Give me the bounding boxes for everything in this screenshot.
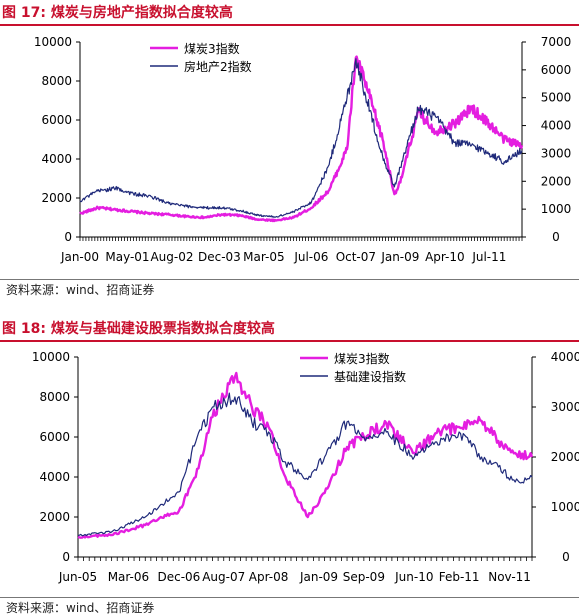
y-left-tick-label: 0: [64, 230, 72, 244]
y-right-tick-label: 1000: [541, 202, 572, 216]
figure-17-title-text: 图 17: 煤炭与房地产指数拟合度较高: [2, 5, 233, 21]
y-left-tick-label: 2000: [39, 510, 70, 524]
title-underline: [0, 24, 579, 26]
x-tick-label: Dec-03: [198, 250, 241, 264]
x-tick-label: Jan-00: [60, 250, 99, 264]
x-tick-label: Apr-08: [249, 570, 289, 584]
series-line-coal: [79, 55, 524, 223]
x-tick-label: Aug-02: [150, 250, 193, 264]
x-tick-label: Jun-10: [394, 570, 433, 584]
x-tick-label: Feb-11: [439, 570, 480, 584]
y-right-tick-label: 2000: [541, 174, 572, 188]
legend-label: 煤炭3指数: [334, 351, 390, 366]
y-left-tick-label: 8000: [39, 390, 70, 404]
figure-18-title-text: 图 18: 煤炭与基础建设股票指数拟合度较高: [2, 321, 275, 337]
figure-17-title: 图 17: 煤炭与房地产指数拟合度较高: [0, 0, 579, 26]
chart-coal-vs-real-estate: 0 2000 4000 6000 8000 10000 0 1000 2000 3000 4000 5…: [34, 35, 572, 264]
x-tick-label: Mar-05: [243, 250, 284, 264]
figure-18-title: 图 18: 煤炭与基础建设股票指数拟合度较高: [0, 316, 579, 342]
x-tick-label: Jul-06: [293, 250, 328, 264]
source-rule: [0, 279, 579, 280]
y-left-tick-label: 10000: [32, 350, 70, 364]
figure-17-source: 资料来源：wind、招商证券: [6, 283, 155, 297]
y-left-tick-label: 4000: [41, 152, 72, 166]
series-line-other: [79, 58, 523, 218]
legend-label: 房地产2指数: [184, 59, 252, 74]
y-right-tick-label: 3000: [551, 400, 579, 414]
figure-18-source: 资料来源：wind、招商证券: [6, 601, 155, 615]
source-rule: [0, 597, 579, 598]
x-tick-label: Sep-09: [343, 570, 385, 584]
y-right-tick-label: 7000: [541, 35, 572, 49]
x-tick-label: Jun-05: [58, 570, 97, 584]
x-tick-label: Mar-06: [108, 570, 149, 584]
x-tick-label: Oct-07: [336, 250, 376, 264]
y-left-tick-label: 4000: [39, 470, 70, 484]
y-left-tick-label: 2000: [41, 191, 72, 205]
y-left-tick-label: 0: [62, 550, 70, 564]
y-right-tick-label: 0: [552, 230, 560, 244]
legend-label: 基础建设指数: [334, 369, 406, 384]
x-tick-label: Nov-11: [488, 570, 531, 584]
y-left-tick-label: 8000: [41, 74, 72, 88]
x-tick-label: May-01: [105, 250, 149, 264]
title-underline: [0, 340, 579, 342]
x-tick-label: Jan-09: [299, 570, 338, 584]
y-right-tick-label: 4000: [551, 350, 579, 364]
y-right-tick-label: 3000: [541, 146, 572, 160]
x-tick-label: Dec-06: [157, 570, 200, 584]
y-right-tick-label: 0: [562, 550, 570, 564]
x-tick-label: Jan-09: [380, 250, 419, 264]
y-right-tick-label: 4000: [541, 119, 572, 133]
legend-label: 煤炭3指数: [184, 41, 240, 56]
y-left-tick-label: 6000: [41, 113, 72, 127]
y-right-tick-label: 1000: [551, 500, 579, 514]
x-tick-label: Apr-10: [425, 250, 465, 264]
x-tick-label: Aug-07: [202, 570, 245, 584]
series-line-coal: [77, 371, 534, 539]
y-right-tick-label: 5000: [541, 91, 572, 105]
y-left-tick-label: 6000: [39, 430, 70, 444]
chart-coal-vs-infrastructure: 0 2000 4000 6000 8000 10000 0 1000 2000 3000 4000 J…: [32, 350, 579, 584]
y-right-tick-label: 6000: [541, 63, 572, 77]
y-left-tick-label: 10000: [34, 35, 72, 49]
y-right-tick-label: 2000: [551, 450, 579, 464]
series-line-other: [77, 392, 533, 537]
x-tick-label: Jul-11: [471, 250, 506, 264]
